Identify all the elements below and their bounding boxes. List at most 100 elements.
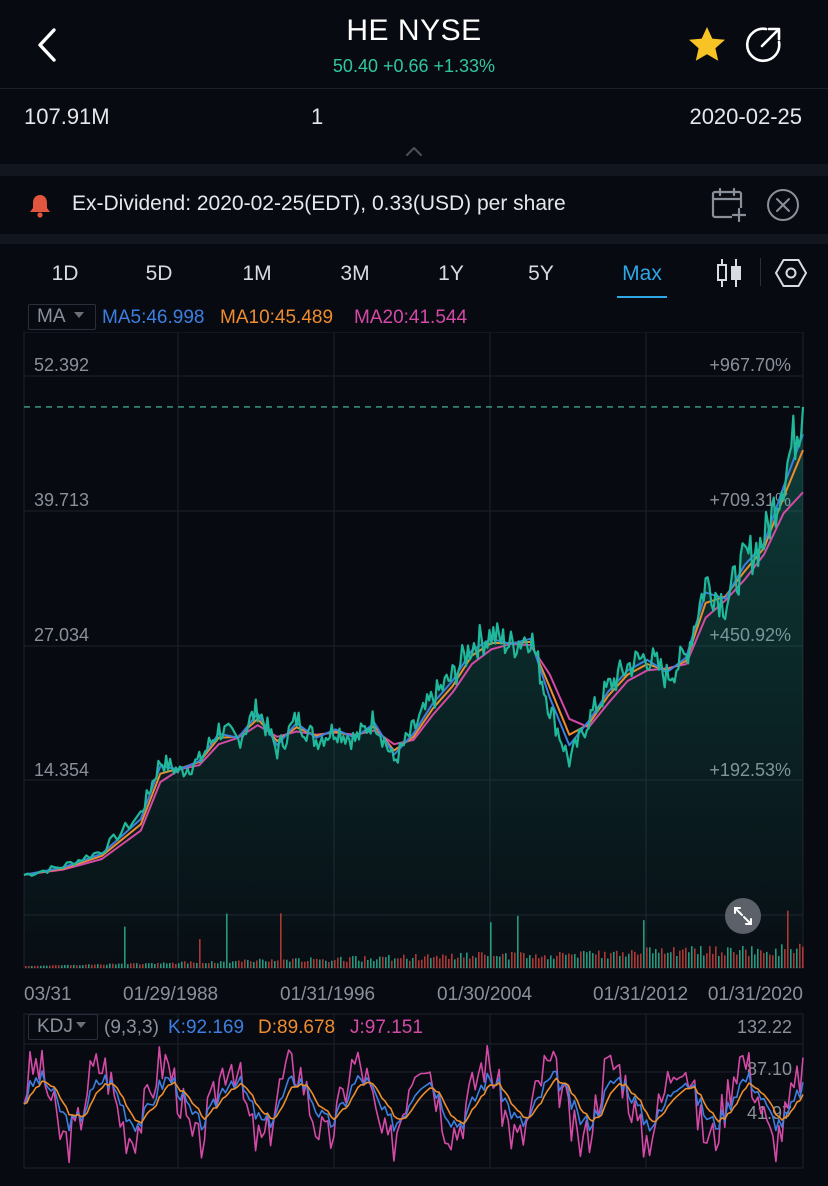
volume-bar <box>55 965 57 968</box>
volume-bar <box>421 959 423 968</box>
volume-bar <box>799 943 801 968</box>
add-to-calendar-button[interactable] <box>710 186 747 223</box>
volume-bar <box>436 955 438 968</box>
volume-bar <box>649 947 651 968</box>
volume-bar <box>628 953 630 968</box>
volume-bar <box>52 965 54 968</box>
volume-bar <box>529 955 531 968</box>
volume-bar <box>442 954 444 968</box>
indicator-select[interactable]: MA <box>28 304 96 330</box>
volume-bar <box>673 947 675 968</box>
dividend-text: Ex-Dividend: 2020-02-25(EDT), 0.33(USD) … <box>72 192 566 215</box>
volume-bar <box>223 961 225 968</box>
volume-bar <box>469 958 471 968</box>
kdj-d-line <box>23 1077 804 1125</box>
volume-bar <box>763 953 765 968</box>
volume-bar <box>88 964 90 968</box>
volume-bar <box>103 964 105 968</box>
volume-bar <box>781 944 783 968</box>
volume-bar <box>637 954 639 968</box>
volume-bar <box>634 951 636 968</box>
tab-1m[interactable]: 1M <box>242 262 272 285</box>
volume-bar <box>532 958 534 968</box>
volume-bar <box>220 961 222 968</box>
section-gap-2 <box>0 234 828 244</box>
volume-bar <box>679 950 681 968</box>
volume-bar <box>550 955 552 968</box>
volume-bar <box>190 961 192 968</box>
volume-bar <box>292 958 294 968</box>
volume-bar <box>250 961 252 968</box>
volume-bar <box>364 956 366 968</box>
volume-bar <box>67 964 69 968</box>
volume-bar <box>622 952 624 968</box>
chart-settings-button[interactable] <box>774 256 808 290</box>
volume-bar <box>691 946 693 968</box>
volume-bar <box>61 965 63 968</box>
tab-1d[interactable]: 1D <box>51 262 79 285</box>
tab-5y[interactable]: 5Y <box>528 262 554 285</box>
volume-bar <box>790 949 792 968</box>
volume-bar <box>439 958 441 968</box>
volume-bar <box>586 952 588 968</box>
volume-bar <box>751 946 753 968</box>
volume-bar <box>553 958 555 968</box>
volume-bar <box>418 960 420 968</box>
y-axis-tick-label: 39.713 <box>34 490 89 510</box>
chart-type-button[interactable] <box>714 256 744 290</box>
volume-bar <box>580 951 582 968</box>
volume-bar <box>733 952 735 968</box>
volume-bar <box>313 959 315 968</box>
close-notice-button[interactable] <box>766 188 800 222</box>
share-button[interactable] <box>744 24 784 64</box>
volume-bar <box>415 953 417 968</box>
volume-bar <box>772 955 774 968</box>
volume-bar <box>802 946 804 968</box>
volume-bar <box>478 952 480 968</box>
volume-bar <box>130 963 132 968</box>
volume-bar <box>238 960 240 968</box>
volume-bar <box>412 957 414 968</box>
expand-toggle[interactable] <box>404 144 424 158</box>
volume-bar <box>430 958 432 968</box>
volume-bar <box>541 956 543 968</box>
y-axis-tick-label: 27.034 <box>34 625 89 645</box>
volume-bar <box>544 955 546 968</box>
volume-bar <box>301 961 303 968</box>
back-button[interactable] <box>28 22 68 68</box>
volume-bar <box>298 958 300 968</box>
favorite-button[interactable] <box>686 24 728 64</box>
tab-5d[interactable]: 5D <box>145 262 173 285</box>
volume-bar <box>748 955 750 968</box>
stat-date-value: 2020-02-25 <box>689 104 802 129</box>
volume-bar <box>400 958 402 968</box>
volume-bar <box>43 965 45 968</box>
volume-bar <box>40 965 42 968</box>
fullscreen-button <box>725 898 761 934</box>
volume-bar <box>616 950 618 968</box>
tab-1y[interactable]: 1Y <box>438 262 464 285</box>
x-axis-tick-label: 01/30/2004 <box>437 984 533 1005</box>
volume-bar <box>307 960 309 968</box>
volume-bar <box>745 949 747 968</box>
volume-bar <box>445 955 447 968</box>
volume-bar <box>523 952 525 968</box>
volume-bar <box>295 958 297 968</box>
tab-3m[interactable]: 3M <box>340 262 370 285</box>
volume-bar <box>202 963 204 968</box>
kdj-select-label: KDJ <box>37 1016 73 1037</box>
volume-bar <box>322 959 324 968</box>
volume-bar <box>358 960 360 968</box>
chevron-left-icon <box>38 28 56 62</box>
kdj-frame <box>23 1013 804 1169</box>
volume-bar <box>646 947 648 968</box>
price-chart[interactable]: 52.392 39.713 27.034 14.354 +967.70% +709.31%… <box>0 332 828 1012</box>
volume-bar <box>259 958 261 968</box>
tab-max[interactable]: Max <box>622 262 662 285</box>
volume-bar <box>625 956 627 968</box>
kdj-select[interactable]: KDJ <box>28 1014 98 1040</box>
dividend-notice: Ex-Dividend: 2020-02-25(EDT), 0.33(USD) … <box>0 176 828 234</box>
volume-bar <box>475 957 477 968</box>
volume-bar <box>424 956 426 968</box>
